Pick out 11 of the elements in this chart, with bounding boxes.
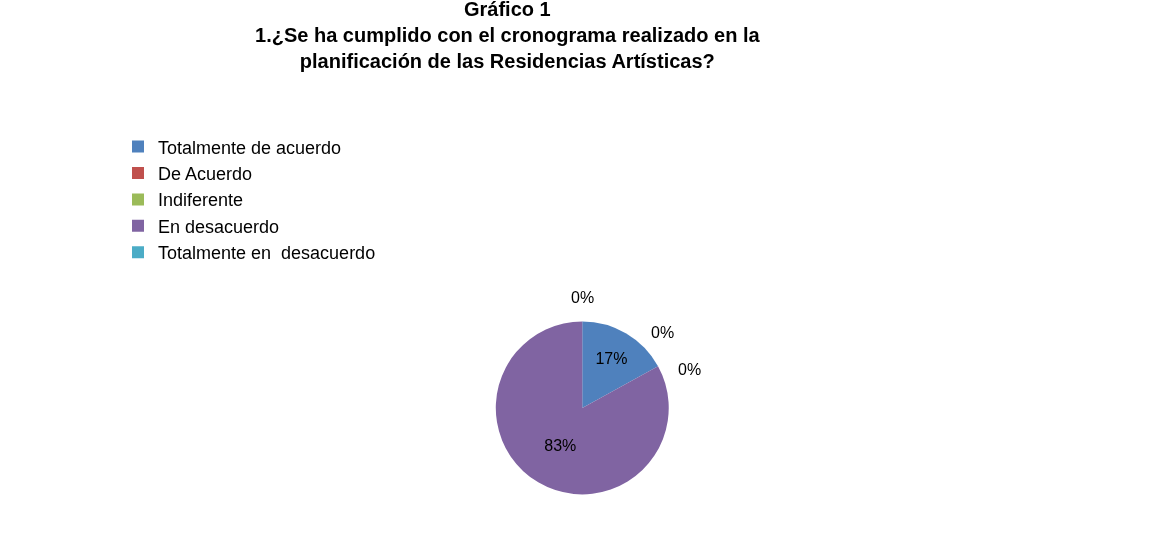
legend-label: En desacuerdo [158,216,280,237]
text: 0% [571,289,595,306]
data-label: 83% [544,436,577,454]
legend-label: Totalmente en desacuerdo [158,243,376,264]
chart-title: Gráfico 1 1.¿Se ha cumplido con el cronograma realizado en la planificación de las Residencias Artísticas? [255,0,761,73]
legend-label: Indiferente [158,190,244,211]
legend-label: Totalmente de acuerdo [158,137,342,158]
data-label: 17% [595,350,628,368]
text: 0% [651,324,675,341]
text: 0% [678,361,702,378]
legend-label: De Acuerdo [158,164,253,185]
